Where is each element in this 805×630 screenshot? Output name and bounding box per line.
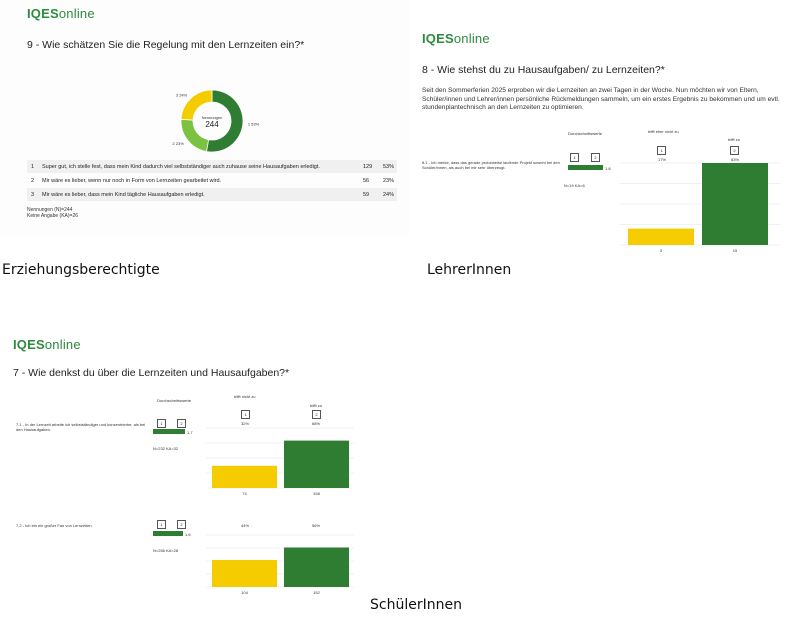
bar-1	[212, 559, 277, 587]
iqes-logo: IQESonline	[13, 337, 81, 352]
column-label-1: trifft eher nicht zu	[648, 129, 679, 134]
footer-ka: Keine Angabe (KA)=26	[27, 213, 79, 219]
bar-count-label: 152	[313, 590, 320, 595]
bar-count-label: 15	[733, 248, 738, 253]
n-ka: N=232 KA=32	[153, 446, 179, 451]
pct-label-2: 56%	[312, 523, 321, 528]
item-text: 7.2 - Ich bin ein großer Fan von Lernzei…	[16, 523, 93, 528]
column-label-2: trifft zu	[310, 403, 322, 408]
bar-2	[702, 163, 768, 245]
logo-brand: IQES	[27, 6, 59, 21]
n-ka: N=19 KA=6	[564, 183, 585, 188]
caption-parents: Erziehungsberechtigte	[2, 262, 160, 278]
pct-label-2: 83%	[731, 157, 740, 162]
donut-slice-label: 1 53%	[248, 122, 260, 127]
mean-bar	[568, 165, 603, 170]
bar-2	[284, 547, 349, 587]
pct-label-2: 68%	[312, 421, 321, 426]
row-num: 1	[31, 164, 35, 170]
bar-1	[628, 228, 694, 245]
row-pct: 23%	[383, 178, 395, 184]
mean-value: 1.7	[187, 430, 193, 435]
caption-teachers: LehrerInnen	[427, 262, 512, 278]
logo-suffix: online	[44, 337, 81, 352]
scale-box-col-1: 1	[241, 410, 250, 419]
donut-center-label: Nennungen	[202, 115, 223, 120]
donut-slice-label: 3 24%	[176, 92, 188, 97]
column-label-1: trifft nicht zu	[234, 394, 256, 399]
donut-slice-1	[205, 89, 244, 153]
row-pct: 53%	[383, 164, 395, 170]
pct-label-1: 44%	[241, 523, 250, 528]
row-1: 1 Super gut, ich stelle fest, dass mein …	[27, 160, 397, 173]
panel-students: IQESonline 7 - Wie denkst du über die Le…	[0, 330, 372, 600]
row-3: 3 Mir wäre es lieber, dass mein Kind täg…	[27, 188, 397, 201]
bar-count-label: 3	[660, 248, 663, 253]
scale-box-col-2: 2	[730, 146, 739, 155]
row-count: 56	[363, 178, 370, 184]
item-text: 8.1 - Ich merke, dass das gerade probewe…	[422, 160, 560, 170]
bar-1	[212, 465, 277, 488]
caption-students: SchülerInnen	[370, 597, 462, 613]
logo-suffix: online	[453, 31, 490, 46]
scale-box-2: 2	[177, 520, 186, 529]
donut-slice-label: 2 23%	[172, 141, 184, 146]
row-pct: 24%	[383, 192, 395, 198]
iqes-logo: IQESonline	[422, 31, 490, 46]
bar-chart-teachers: 3 15	[620, 162, 780, 253]
bar-count-label: 104	[241, 590, 248, 595]
item-text: 7.1 - In der Lernzeit arbeite ich selbst…	[16, 422, 146, 432]
scale-box-1: 1	[157, 419, 166, 428]
row-text: Mir wäre es lieber, dass mein Kind tägli…	[42, 192, 205, 198]
pct-label-1: 32%	[241, 421, 250, 426]
scale-box-col-1: 1	[657, 146, 666, 155]
logo-brand: IQES	[13, 337, 45, 352]
row-text: Mir wäre es lieber, wenn nur noch in For…	[42, 178, 222, 184]
row-count: 129	[363, 164, 373, 170]
scale-box-1: 1	[570, 153, 579, 162]
donut-center-value: 244	[205, 120, 219, 129]
row-num: 3	[31, 192, 35, 198]
mean-header: Durchschnittswerte	[157, 398, 192, 403]
question-title: 9 - Wie schätzen Sie die Regelung mit de…	[27, 39, 305, 51]
bar-chart-item-2: 104 152	[206, 534, 354, 595]
mean-header: Durchschnittswerte	[568, 131, 603, 136]
footer-n: Nennungen (N)=244	[27, 207, 73, 213]
scale-box-1: 1	[157, 520, 166, 529]
question-title: 7 - Wie denkst du über die Lernzeiten un…	[13, 367, 290, 379]
mean-bar	[153, 429, 185, 434]
scale-box-col-2: 2	[312, 410, 321, 419]
question-title: 8 - Wie stehst du zu Hausaufgaben/ zu Le…	[422, 64, 665, 76]
bar-count-label: 74	[242, 491, 247, 496]
scale-box-2: 2	[177, 419, 186, 428]
iqes-logo: IQESonline	[27, 6, 95, 21]
panel-teachers: IQESonline 8 - Wie stehst du zu Hausaufg…	[410, 20, 802, 253]
donut-slice-3	[180, 89, 213, 121]
bar-2	[284, 440, 349, 488]
mean-value: 1.8	[605, 166, 611, 171]
column-label-2: trifft zu	[728, 137, 740, 142]
mean-bar	[153, 531, 183, 536]
intro-text: Seit den Sommerferien 2025 erproben wir …	[422, 87, 780, 111]
bar-chart-item-1: 74 158	[206, 427, 354, 496]
row-count: 59	[363, 192, 370, 198]
n-ka: N=256 KA=28	[153, 548, 179, 553]
pct-label-1: 17%	[658, 157, 667, 162]
panel-parents: IQESonline 9 - Wie schätzen Sie die Rege…	[0, 0, 410, 235]
row-num: 2	[31, 178, 35, 184]
bar-count-label: 158	[313, 491, 320, 496]
row-text: Super gut, ich stelle fest, dass mein Ki…	[42, 164, 320, 170]
logo-suffix: online	[58, 6, 95, 21]
logo-brand: IQES	[422, 31, 454, 46]
row-2: 2 Mir wäre es lieber, wenn nur noch in F…	[27, 174, 397, 187]
scale-box-2: 2	[591, 153, 600, 162]
mean-value: 1.6	[185, 532, 191, 537]
